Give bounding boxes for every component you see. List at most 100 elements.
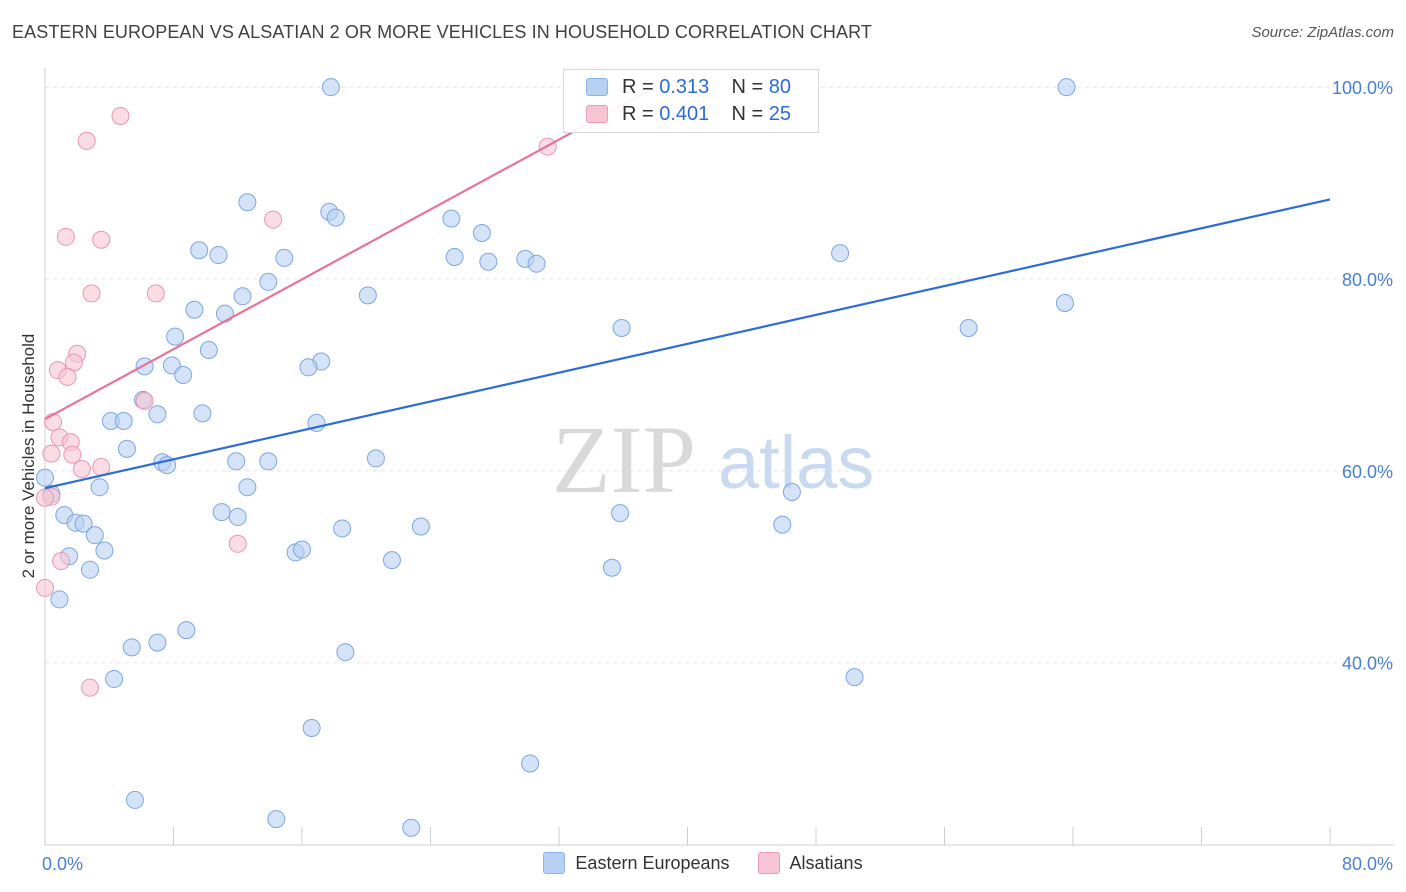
eastern-european-point[interactable]: [402, 818, 421, 837]
eastern-european-point[interactable]: [521, 754, 540, 773]
legend-item-eastern-europeans[interactable]: Eastern Europeans: [543, 852, 730, 874]
legend-r-label: R =: [622, 102, 660, 125]
alsatian-point[interactable]: [44, 412, 63, 431]
chart-title: EASTERN EUROPEAN VS ALSATIAN 2 OR MORE V…: [12, 22, 872, 42]
alsatian-point[interactable]: [36, 488, 54, 507]
alsatian-point[interactable]: [36, 578, 54, 597]
eastern-european-point[interactable]: [85, 526, 104, 545]
eastern-european-point[interactable]: [50, 590, 69, 609]
legend-item-alsatians[interactable]: Alsatians: [757, 852, 863, 874]
legend-swatch-pink-icon: [586, 105, 608, 123]
eastern-european-point[interactable]: [148, 405, 167, 424]
eastern-european-point[interactable]: [782, 482, 801, 501]
eastern-european-point[interactable]: [233, 287, 252, 306]
watermark-zip: ZIP: [552, 406, 696, 513]
correlation-legend: R = 0.313 N = 80 R = 0.401 N = 25: [563, 69, 819, 133]
alsatian-point[interactable]: [92, 230, 111, 249]
eastern-european-point[interactable]: [148, 633, 167, 652]
eastern-european-point[interactable]: [90, 478, 109, 497]
eastern-european-point[interactable]: [185, 300, 204, 319]
alsatian-point[interactable]: [72, 459, 91, 478]
eastern-european-point[interactable]: [36, 468, 54, 487]
eastern-european-point[interactable]: [831, 244, 850, 263]
eastern-european-point[interactable]: [238, 478, 257, 497]
eastern-european-point[interactable]: [321, 78, 340, 97]
eastern-european-point[interactable]: [959, 318, 978, 337]
alsatian-point[interactable]: [52, 552, 71, 571]
alsatian-point[interactable]: [228, 534, 247, 553]
legend-r-value: 0.313: [659, 75, 710, 98]
alsatian-point[interactable]: [56, 227, 75, 246]
eastern-european-point[interactable]: [299, 358, 318, 377]
eastern-european-point[interactable]: [177, 621, 196, 640]
eastern-european-point[interactable]: [95, 541, 114, 560]
eastern-european-point[interactable]: [366, 449, 385, 468]
eastern-european-point[interactable]: [603, 558, 622, 577]
eastern-european-trend-line: [44, 198, 1331, 490]
eastern-european-point[interactable]: [336, 643, 355, 662]
alsatian-point[interactable]: [82, 284, 101, 303]
alsatian-point[interactable]: [58, 367, 77, 386]
eastern-european-point[interactable]: [382, 551, 401, 570]
eastern-european-point[interactable]: [1057, 78, 1076, 97]
alsatian-point[interactable]: [146, 284, 165, 303]
watermark: ZIP atlas: [552, 406, 874, 513]
eastern-european-point[interactable]: [193, 404, 212, 423]
alsatian-point[interactable]: [111, 106, 130, 125]
eastern-european-point[interactable]: [527, 254, 546, 273]
eastern-european-point[interactable]: [114, 412, 133, 431]
eastern-european-point[interactable]: [293, 540, 311, 559]
eastern-european-point[interactable]: [302, 718, 321, 737]
alsatian-point[interactable]: [92, 458, 111, 477]
eastern-european-point[interactable]: [259, 452, 278, 471]
alsatian-point[interactable]: [80, 678, 99, 697]
eastern-european-point[interactable]: [117, 439, 136, 458]
tick-labels: 100.0% 80.0% 60.0% 40.0% 0.0% 80.0%: [42, 78, 1393, 874]
eastern-european-point[interactable]: [135, 357, 154, 376]
legend-r-label: R =: [622, 75, 660, 98]
alsatian-point[interactable]: [63, 445, 82, 464]
eastern-european-point[interactable]: [773, 515, 792, 534]
eastern-european-point[interactable]: [122, 638, 141, 657]
eastern-european-point[interactable]: [238, 193, 257, 212]
eastern-european-point[interactable]: [228, 507, 247, 526]
alsatian-point[interactable]: [77, 131, 96, 150]
eastern-european-point[interactable]: [199, 341, 218, 360]
eastern-european-point[interactable]: [612, 318, 631, 337]
legend-spacer: [709, 103, 731, 126]
eastern-european-point[interactable]: [411, 517, 430, 536]
eastern-european-point[interactable]: [209, 246, 228, 265]
y-tick-label: 40.0%: [1342, 654, 1393, 674]
eastern-european-point[interactable]: [845, 668, 864, 687]
eastern-european-point[interactable]: [215, 304, 234, 323]
eastern-european-point[interactable]: [442, 209, 461, 228]
eastern-european-point[interactable]: [472, 223, 491, 242]
eastern-european-point[interactable]: [1055, 294, 1074, 313]
eastern-european-point[interactable]: [445, 247, 464, 266]
eastern-european-point[interactable]: [166, 327, 185, 346]
eastern-european-point[interactable]: [125, 790, 144, 809]
alsatian-point[interactable]: [135, 391, 154, 410]
eastern-european-point[interactable]: [267, 810, 286, 829]
legend-row-alsatians: R = 0.401 N = 25: [586, 101, 791, 127]
eastern-european-point[interactable]: [105, 670, 124, 689]
eastern-european-point[interactable]: [358, 286, 377, 305]
eastern-european-point[interactable]: [227, 452, 246, 471]
eastern-european-point[interactable]: [80, 560, 99, 579]
legend-n-value: 80: [768, 75, 792, 98]
legend-n-label: N =: [731, 75, 769, 98]
alsatian-point[interactable]: [264, 210, 283, 229]
eastern-european-point[interactable]: [259, 272, 278, 291]
eastern-european-point[interactable]: [326, 208, 345, 227]
eastern-european-point[interactable]: [333, 519, 352, 538]
eastern-european-point[interactable]: [212, 503, 231, 522]
eastern-european-point[interactable]: [174, 365, 193, 384]
alsatian-point[interactable]: [42, 444, 61, 463]
eastern-european-point[interactable]: [479, 252, 498, 271]
eastern-european-point[interactable]: [611, 504, 630, 523]
alsatians-swatch-icon: [757, 852, 780, 874]
eastern-european-point[interactable]: [74, 514, 93, 533]
eastern-european-point[interactable]: [275, 248, 294, 267]
eastern-european-point[interactable]: [190, 241, 209, 260]
